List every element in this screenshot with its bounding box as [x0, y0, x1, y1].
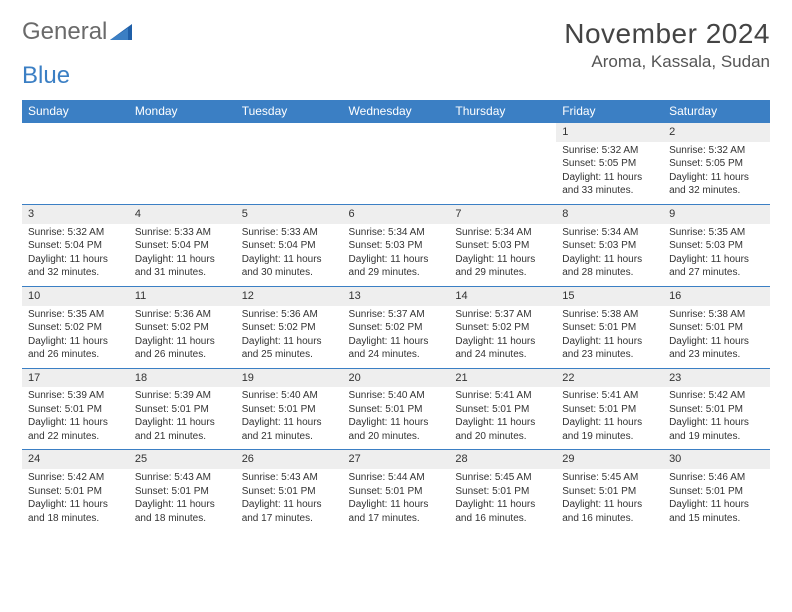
day-details: Sunrise: 5:32 AM Sunset: 5:04 PM Dayligh… [22, 224, 129, 287]
month-title: November 2024 [564, 18, 770, 50]
day-number: 16 [663, 286, 770, 305]
day-details: Sunrise: 5:43 AM Sunset: 5:01 PM Dayligh… [129, 469, 236, 531]
day-number: 12 [236, 286, 343, 305]
day-data-row: Sunrise: 5:32 AM Sunset: 5:05 PM Dayligh… [22, 142, 770, 205]
day-number: 6 [343, 204, 450, 223]
day-number: 29 [556, 450, 663, 469]
day-number: 2 [663, 123, 770, 142]
day-number-row: 10111213141516 [22, 286, 770, 305]
day-details: Sunrise: 5:35 AM Sunset: 5:02 PM Dayligh… [22, 306, 129, 369]
day-number: 10 [22, 286, 129, 305]
day-details [449, 142, 556, 205]
day-details: Sunrise: 5:34 AM Sunset: 5:03 PM Dayligh… [556, 224, 663, 287]
day-number-row: 3456789 [22, 204, 770, 223]
day-data-row: Sunrise: 5:35 AM Sunset: 5:02 PM Dayligh… [22, 306, 770, 369]
day-details: Sunrise: 5:33 AM Sunset: 5:04 PM Dayligh… [129, 224, 236, 287]
day-details: Sunrise: 5:45 AM Sunset: 5:01 PM Dayligh… [449, 469, 556, 531]
day-number: 19 [236, 368, 343, 387]
day-number: 17 [22, 368, 129, 387]
day-details: Sunrise: 5:39 AM Sunset: 5:01 PM Dayligh… [22, 387, 129, 450]
day-number [129, 123, 236, 142]
day-details: Sunrise: 5:41 AM Sunset: 5:01 PM Dayligh… [556, 387, 663, 450]
day-details: Sunrise: 5:44 AM Sunset: 5:01 PM Dayligh… [343, 469, 450, 531]
weekday-header-row: Sunday Monday Tuesday Wednesday Thursday… [22, 100, 770, 123]
day-details: Sunrise: 5:38 AM Sunset: 5:01 PM Dayligh… [663, 306, 770, 369]
calendar-table: Sunday Monday Tuesday Wednesday Thursday… [22, 100, 770, 531]
day-details: Sunrise: 5:40 AM Sunset: 5:01 PM Dayligh… [343, 387, 450, 450]
day-details: Sunrise: 5:45 AM Sunset: 5:01 PM Dayligh… [556, 469, 663, 531]
day-number: 27 [343, 450, 450, 469]
day-details: Sunrise: 5:34 AM Sunset: 5:03 PM Dayligh… [449, 224, 556, 287]
day-number: 18 [129, 368, 236, 387]
calendar-body: 12Sunrise: 5:32 AM Sunset: 5:05 PM Dayli… [22, 123, 770, 532]
day-data-row: Sunrise: 5:32 AM Sunset: 5:04 PM Dayligh… [22, 224, 770, 287]
day-details: Sunrise: 5:34 AM Sunset: 5:03 PM Dayligh… [343, 224, 450, 287]
weekday-header: Sunday [22, 100, 129, 123]
day-details: Sunrise: 5:42 AM Sunset: 5:01 PM Dayligh… [22, 469, 129, 531]
weekday-header: Thursday [449, 100, 556, 123]
day-details: Sunrise: 5:39 AM Sunset: 5:01 PM Dayligh… [129, 387, 236, 450]
day-details: Sunrise: 5:41 AM Sunset: 5:01 PM Dayligh… [449, 387, 556, 450]
day-number: 11 [129, 286, 236, 305]
weekday-header: Friday [556, 100, 663, 123]
day-number-row: 12 [22, 123, 770, 142]
day-details [343, 142, 450, 205]
title-block: November 2024 Aroma, Kassala, Sudan [564, 18, 770, 72]
day-details: Sunrise: 5:43 AM Sunset: 5:01 PM Dayligh… [236, 469, 343, 531]
day-details: Sunrise: 5:33 AM Sunset: 5:04 PM Dayligh… [236, 224, 343, 287]
day-details [22, 142, 129, 205]
day-number: 28 [449, 450, 556, 469]
day-data-row: Sunrise: 5:39 AM Sunset: 5:01 PM Dayligh… [22, 387, 770, 450]
day-details: Sunrise: 5:36 AM Sunset: 5:02 PM Dayligh… [129, 306, 236, 369]
day-number: 5 [236, 204, 343, 223]
weekday-header: Monday [129, 100, 236, 123]
day-details: Sunrise: 5:38 AM Sunset: 5:01 PM Dayligh… [556, 306, 663, 369]
day-details: Sunrise: 5:35 AM Sunset: 5:03 PM Dayligh… [663, 224, 770, 287]
day-number [22, 123, 129, 142]
day-number: 1 [556, 123, 663, 142]
weekday-header: Tuesday [236, 100, 343, 123]
day-number: 22 [556, 368, 663, 387]
day-number: 14 [449, 286, 556, 305]
day-number: 30 [663, 450, 770, 469]
day-number: 26 [236, 450, 343, 469]
day-number: 15 [556, 286, 663, 305]
day-number: 24 [22, 450, 129, 469]
logo: General [22, 18, 139, 46]
day-number: 23 [663, 368, 770, 387]
day-number [449, 123, 556, 142]
day-number: 21 [449, 368, 556, 387]
day-number: 13 [343, 286, 450, 305]
day-number: 9 [663, 204, 770, 223]
day-details: Sunrise: 5:32 AM Sunset: 5:05 PM Dayligh… [556, 142, 663, 205]
day-number: 4 [129, 204, 236, 223]
day-details: Sunrise: 5:42 AM Sunset: 5:01 PM Dayligh… [663, 387, 770, 450]
day-data-row: Sunrise: 5:42 AM Sunset: 5:01 PM Dayligh… [22, 469, 770, 531]
weekday-header: Wednesday [343, 100, 450, 123]
day-details: Sunrise: 5:40 AM Sunset: 5:01 PM Dayligh… [236, 387, 343, 450]
day-number-row: 24252627282930 [22, 450, 770, 469]
day-details: Sunrise: 5:46 AM Sunset: 5:01 PM Dayligh… [663, 469, 770, 531]
logo-word1: General [22, 18, 107, 46]
day-details: Sunrise: 5:37 AM Sunset: 5:02 PM Dayligh… [343, 306, 450, 369]
logo-word2: Blue [22, 62, 70, 89]
day-details [129, 142, 236, 205]
day-number: 20 [343, 368, 450, 387]
day-number [343, 123, 450, 142]
day-number: 25 [129, 450, 236, 469]
logo-shape-icon [110, 22, 136, 42]
day-details: Sunrise: 5:37 AM Sunset: 5:02 PM Dayligh… [449, 306, 556, 369]
day-details: Sunrise: 5:32 AM Sunset: 5:05 PM Dayligh… [663, 142, 770, 205]
day-number-row: 17181920212223 [22, 368, 770, 387]
day-details: Sunrise: 5:36 AM Sunset: 5:02 PM Dayligh… [236, 306, 343, 369]
day-number [236, 123, 343, 142]
location: Aroma, Kassala, Sudan [564, 52, 770, 72]
day-details [236, 142, 343, 205]
day-number: 7 [449, 204, 556, 223]
weekday-header: Saturday [663, 100, 770, 123]
day-number: 3 [22, 204, 129, 223]
day-number: 8 [556, 204, 663, 223]
